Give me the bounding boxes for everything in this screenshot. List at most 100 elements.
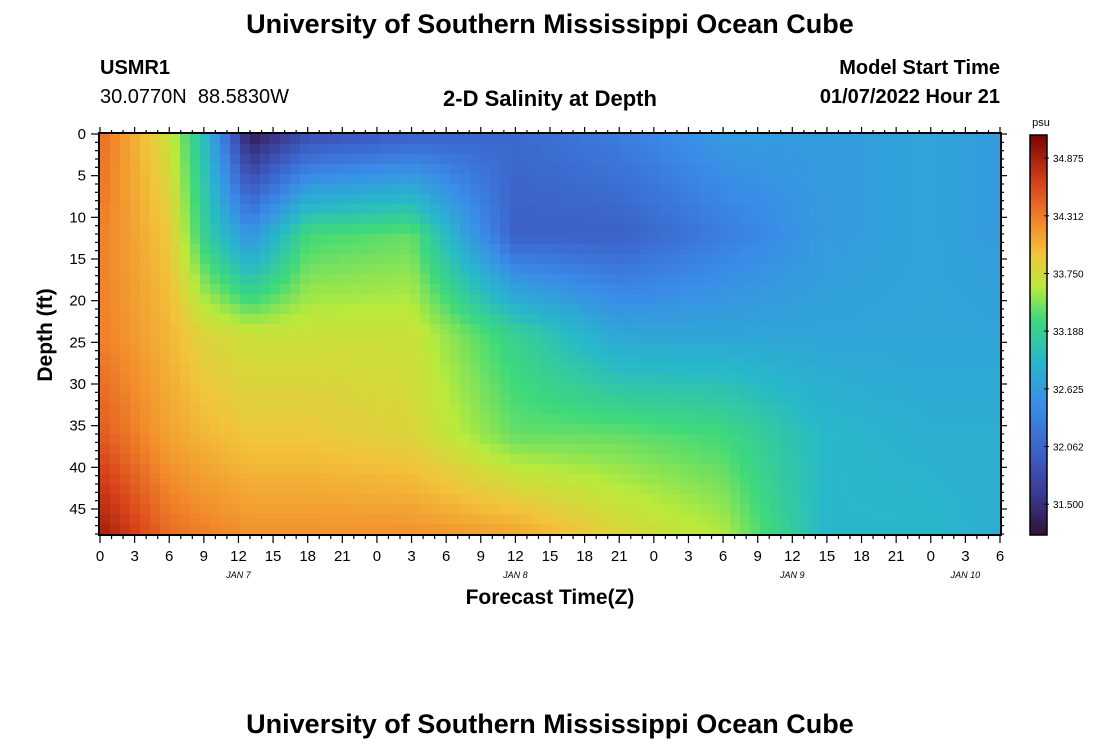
heatmap-cell xyxy=(360,414,371,425)
heatmap-cell xyxy=(310,144,321,155)
heatmap-cell xyxy=(220,134,231,145)
heatmap-cell xyxy=(910,374,921,385)
heatmap-cell xyxy=(590,284,601,295)
heatmap-cell xyxy=(110,444,121,455)
heatmap-cell xyxy=(340,204,351,215)
heatmap-cell xyxy=(840,214,851,225)
heatmap-cell xyxy=(690,134,701,145)
heatmap-cell xyxy=(510,374,521,385)
heatmap-cell xyxy=(410,254,421,265)
colorbar: psu 34.87534.31233.75033.18832.62532.062… xyxy=(1029,117,1084,536)
heatmap-cell xyxy=(420,254,431,265)
heatmap-cell xyxy=(770,364,781,375)
heatmap-cell xyxy=(580,284,591,295)
heatmap-cell xyxy=(420,134,431,145)
heatmap-cell xyxy=(830,164,841,175)
heatmap-cell xyxy=(940,424,951,435)
heatmap-cell xyxy=(530,444,541,455)
heatmap-cell xyxy=(100,374,111,385)
heatmap-cell xyxy=(750,154,761,165)
heatmap-cell xyxy=(670,284,681,295)
heatmap-cell xyxy=(240,504,251,515)
heatmap-cell xyxy=(560,354,571,365)
heatmap-cell xyxy=(170,424,181,435)
heatmap-cell xyxy=(570,154,581,165)
heatmap-cell xyxy=(860,334,871,345)
heatmap-cell xyxy=(490,424,501,435)
heatmap-cell xyxy=(500,224,511,235)
heatmap-cell xyxy=(680,354,691,365)
heatmap-cell xyxy=(750,474,761,485)
heatmap-cell xyxy=(470,234,481,245)
heatmap-cell xyxy=(240,214,251,225)
heatmap-cell xyxy=(580,464,591,475)
heatmap-cell xyxy=(560,244,571,255)
heatmap-cell xyxy=(910,134,921,145)
heatmap-cell xyxy=(210,404,221,415)
heatmap-cell xyxy=(350,484,361,495)
heatmap-cell xyxy=(370,414,381,425)
heatmap-cell xyxy=(860,234,871,245)
heatmap-cell xyxy=(360,184,371,195)
heatmap-cell xyxy=(480,524,491,535)
heatmap-cell xyxy=(460,404,471,415)
heatmap-cell xyxy=(880,244,891,255)
heatmap-cell xyxy=(180,504,191,515)
heatmap-cell xyxy=(620,354,631,365)
heatmap-cell xyxy=(480,504,491,515)
heatmap-cell xyxy=(330,414,341,425)
heatmap-cell xyxy=(920,504,931,515)
heatmap-cell xyxy=(860,344,871,355)
heatmap-cell xyxy=(790,324,801,335)
heatmap-cell xyxy=(690,424,701,435)
heatmap-cell xyxy=(840,264,851,275)
heatmap-cell xyxy=(680,364,691,375)
heatmap-cell xyxy=(470,484,481,495)
heatmap-cell xyxy=(730,314,741,325)
heatmap-cell xyxy=(200,224,211,235)
heatmap-cell xyxy=(610,344,621,355)
heatmap-cell xyxy=(330,254,341,265)
heatmap-cell xyxy=(960,234,971,245)
heatmap-cell xyxy=(850,184,861,195)
heatmap-cell xyxy=(230,314,241,325)
heatmap-cell xyxy=(230,224,241,235)
heatmap-cell xyxy=(570,224,581,235)
heatmap-cell xyxy=(800,244,811,255)
heatmap-cell xyxy=(330,224,341,235)
heatmap-cell xyxy=(150,434,161,445)
heatmap-cell xyxy=(590,474,601,485)
heatmap-cell xyxy=(440,464,451,475)
heatmap-cell xyxy=(590,444,601,455)
heatmap-cell xyxy=(280,384,291,395)
heatmap-cell xyxy=(370,134,381,145)
heatmap-cell xyxy=(650,434,661,445)
heatmap-cell xyxy=(790,414,801,425)
heatmap-cell xyxy=(780,314,791,325)
heatmap-cell xyxy=(620,234,631,245)
heatmap-cell xyxy=(820,524,831,535)
heatmap-cell xyxy=(920,364,931,375)
heatmap-cell xyxy=(970,254,981,265)
heatmap-cell xyxy=(290,174,301,185)
heatmap-cell xyxy=(740,164,751,175)
heatmap-cell xyxy=(760,174,771,185)
heatmap-cell xyxy=(610,394,621,405)
heatmap-cell xyxy=(500,394,511,405)
heatmap-cell xyxy=(330,274,341,285)
heatmap-cell xyxy=(370,324,381,335)
heatmap-cell xyxy=(700,314,711,325)
heatmap-cell xyxy=(380,144,391,155)
heatmap-cell xyxy=(640,464,651,475)
heatmap-cell xyxy=(600,434,611,445)
heatmap-cell xyxy=(810,464,821,475)
heatmap-cell xyxy=(340,174,351,185)
heatmap-cell xyxy=(580,154,591,165)
heatmap-cell xyxy=(780,494,791,505)
heatmap-cell xyxy=(470,434,481,445)
heatmap-cell xyxy=(900,154,911,165)
heatmap-cell xyxy=(740,354,751,365)
heatmap-cell xyxy=(380,464,391,475)
heatmap-cell xyxy=(380,344,391,355)
heatmap-cell xyxy=(310,314,321,325)
